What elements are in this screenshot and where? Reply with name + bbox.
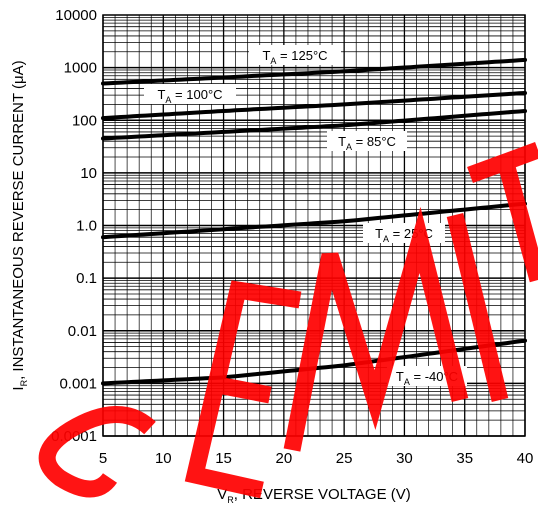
series-line-0 bbox=[101, 57, 527, 86]
x-tick-labels: 5 10 15 20 25 30 35 40 bbox=[99, 450, 534, 467]
curve-label-symbol: T bbox=[338, 134, 346, 149]
y-tick-label: 0.001 bbox=[59, 375, 97, 392]
y-axis-title: IR, INSTANTANEOUS REVERSE CURRENT (μA) bbox=[10, 60, 29, 390]
y-axis-title-subscript: R bbox=[19, 379, 29, 386]
y-axis-title-symbol: I bbox=[10, 386, 27, 390]
curve-label-symbol: T bbox=[396, 369, 404, 384]
y-tick-label: 0.01 bbox=[68, 323, 97, 340]
x-tick-label: 15 bbox=[215, 450, 232, 467]
curve-label-symbol: T bbox=[375, 226, 383, 241]
curve-label-subscript: A bbox=[270, 56, 276, 66]
y-tick-label: 10000 bbox=[55, 7, 97, 24]
y-tick-label: 1.0 bbox=[76, 218, 97, 235]
watermark-letter-e bbox=[184, 280, 302, 499]
curve-label-symbol: T bbox=[157, 87, 165, 102]
curve-label-subscript: A bbox=[165, 95, 171, 105]
watermark-letter-t bbox=[467, 142, 538, 283]
watermark-letter-s bbox=[38, 406, 156, 498]
series-line-3 bbox=[101, 201, 527, 240]
x-axis-title-symbol: V bbox=[217, 486, 227, 503]
curve-label-box bbox=[327, 131, 407, 151]
curve-label: TA = 100°C bbox=[144, 84, 236, 105]
x-tick-label: 40 bbox=[517, 450, 534, 467]
watermark-logo bbox=[38, 142, 538, 499]
y-axis-title-text: , INSTANTANEOUS REVERSE CURRENT (μA) bbox=[10, 60, 27, 380]
x-tick-label: 25 bbox=[336, 450, 353, 467]
y-tick-label: 10 bbox=[80, 165, 97, 182]
curve-label-text: TA = 100°C bbox=[157, 87, 222, 105]
curve-label-subscript: A bbox=[383, 234, 389, 244]
y-tick-label: 0.1 bbox=[76, 270, 97, 287]
series-line-1 bbox=[101, 91, 527, 121]
y-tick-label: 1000 bbox=[64, 60, 97, 77]
x-tick-label: 30 bbox=[396, 450, 413, 467]
x-tick-label: 5 bbox=[99, 450, 107, 467]
curve-label-value: = 125°C bbox=[276, 48, 327, 63]
curve-label: TA = 125°C bbox=[249, 45, 341, 66]
x-axis-title-text: , REVERSE VOLTAGE (V) bbox=[234, 486, 411, 503]
curve-label-text: TA = 125°C bbox=[262, 48, 327, 66]
curve-label-subscript: A bbox=[346, 142, 352, 152]
x-tick-label: 20 bbox=[276, 450, 293, 467]
series-line-2 bbox=[101, 109, 527, 141]
x-axis-title: VR, REVERSE VOLTAGE (V) bbox=[217, 486, 411, 505]
x-tick-label: 35 bbox=[456, 450, 473, 467]
curve-label-value: = 85°C bbox=[352, 134, 396, 149]
curve-label-subscript: A bbox=[404, 377, 410, 387]
curve-label-box bbox=[249, 45, 341, 65]
watermark-letter-i bbox=[446, 212, 509, 403]
watermark-letter-m bbox=[283, 206, 469, 452]
y-tick-label: 100 bbox=[72, 112, 97, 129]
curve-label-text: TA = 85°C bbox=[338, 134, 396, 152]
curve-label-symbol: T bbox=[262, 48, 270, 63]
curve-label: TA = 25°C bbox=[363, 223, 445, 244]
curve-label-value: = 100°C bbox=[171, 87, 222, 102]
x-tick-label: 10 bbox=[155, 450, 172, 467]
curve-label: TA = 85°C bbox=[327, 131, 407, 152]
x-axis-title-subscript: R bbox=[227, 495, 234, 505]
curve-label-box bbox=[144, 84, 236, 104]
